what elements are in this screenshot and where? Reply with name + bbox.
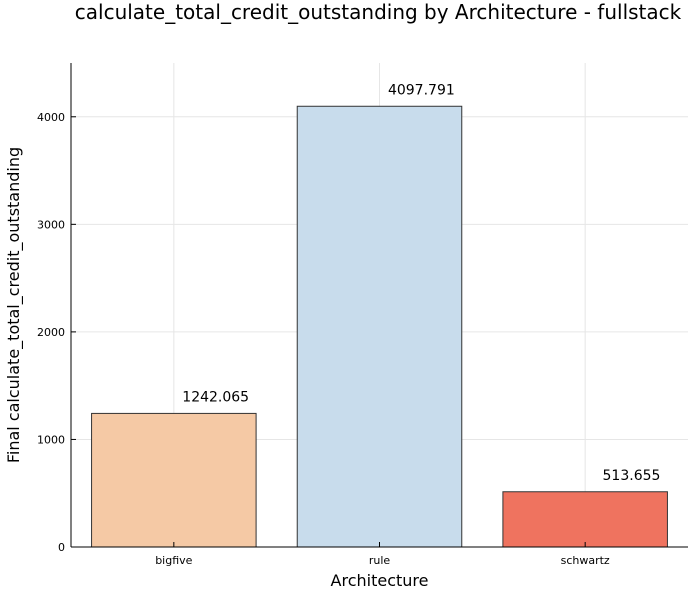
- x-tick-label: bigfive: [155, 554, 192, 567]
- data-labels: 1242.065 4097.791 513.655: [182, 82, 660, 483]
- tick-labels: 0 1000 2000 3000 4000 bigfive rule schwartz: [37, 111, 610, 567]
- bar-rule: [296, 105, 463, 548]
- y-tick-label: 1000: [37, 433, 65, 446]
- bars: [91, 105, 668, 548]
- data-label: 4097.791: [388, 82, 455, 98]
- bar-bigfive: [91, 412, 257, 548]
- x-axis-label: Architecture: [331, 571, 429, 590]
- y-tick-label: 0: [58, 541, 65, 554]
- chart-title: calculate_total_credit_outstanding by Ar…: [75, 0, 682, 24]
- data-label: 513.655: [603, 468, 661, 484]
- y-tick-label: 3000: [37, 218, 65, 231]
- y-tick-label: 2000: [37, 326, 65, 339]
- y-tick-label: 4000: [37, 111, 65, 124]
- x-tick-label: schwartz: [561, 554, 610, 567]
- data-label: 1242.065: [182, 389, 249, 405]
- y-axis-label: Final calculate_total_credit_outstanding: [4, 147, 24, 463]
- bar-schwartz: [502, 491, 668, 548]
- x-tick-label: rule: [369, 554, 391, 567]
